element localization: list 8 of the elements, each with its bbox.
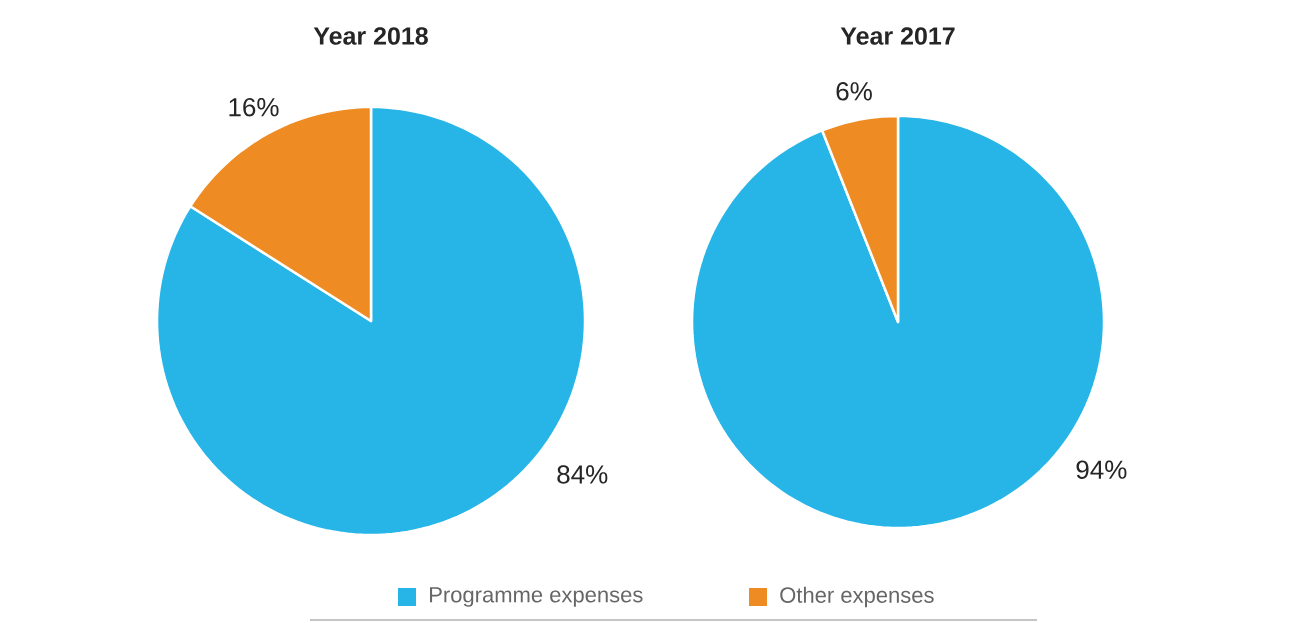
chart-title: Year 2018	[313, 27, 428, 45]
legend-label: Programme expenses	[430, 587, 643, 607]
data-label: 94%	[1076, 460, 1127, 479]
data-label: 16%	[229, 97, 279, 117]
legend-label: Other expenses	[780, 586, 934, 608]
data-label: 6%	[836, 82, 872, 101]
data-label: 84%	[557, 465, 608, 484]
chart-title: Year 2017	[840, 27, 955, 45]
